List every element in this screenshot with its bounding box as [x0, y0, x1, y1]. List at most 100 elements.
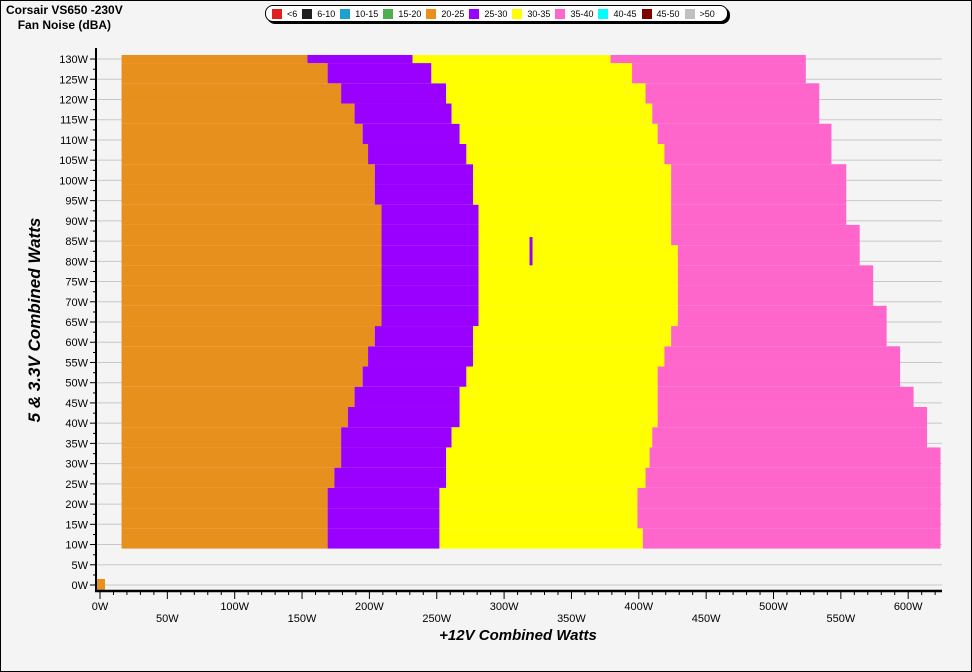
legend-swatch [426, 8, 437, 19]
y-tick-label: 45W [65, 398, 88, 410]
legend: <6 6-10 10-15 15-20 20-25 25-30 30-35 35-40 40-4… [265, 5, 728, 22]
heatmap-cell [381, 245, 479, 266]
heatmap-cell [657, 123, 832, 144]
heatmap-cell [362, 123, 460, 144]
heatmap-cell [649, 447, 941, 468]
title-line1: Corsair VS650 -230V [6, 3, 123, 17]
legend-item: 30-35 [512, 8, 551, 19]
heatmap-cell [657, 366, 901, 387]
legend-label: 10-15 [355, 8, 379, 19]
heatmap-cell [677, 265, 874, 286]
heatmap-cell [451, 427, 653, 448]
heatmap-cell [451, 103, 653, 124]
x-tick-label: 100W [220, 601, 249, 613]
heatmap-cell [664, 143, 832, 165]
heatmap-cell [121, 487, 328, 509]
heatmap-cell [478, 224, 672, 246]
heatmap-cell [439, 528, 643, 549]
heatmap-cell [439, 508, 638, 529]
heatmap-cell [642, 528, 941, 549]
heatmap-cell [478, 245, 678, 266]
legend-label: 45-50 [656, 8, 680, 19]
heatmap-cell [473, 326, 672, 347]
heatmap-cell [466, 366, 658, 387]
heatmap-cell [459, 406, 658, 428]
legend-swatch [684, 8, 695, 19]
y-tick-label: 120W [59, 94, 88, 106]
y-tick-label: 70W [65, 297, 88, 309]
y-tick-label: 95W [65, 196, 88, 208]
heatmap-cell [121, 406, 348, 428]
heatmap-cell [121, 224, 382, 246]
heatmap-cell [95, 579, 105, 591]
heatmap-cell [121, 83, 342, 104]
legend-swatch [383, 8, 394, 19]
heatmap-cell [334, 467, 447, 488]
heatmap-cell [677, 305, 887, 327]
x-tick-label: 350W [557, 613, 586, 625]
legend-item: <6 [272, 8, 297, 19]
y-tick-label: 15W [65, 519, 88, 531]
legend-label: 20-25 [441, 8, 465, 19]
heatmap-cell [671, 164, 847, 185]
legend-label: 15-20 [398, 8, 422, 19]
heatmap-cell [121, 447, 342, 468]
heatmap-cell [671, 204, 847, 225]
legend-item: 10-15 [340, 8, 379, 19]
legend-item: 6-10 [302, 8, 335, 19]
y-tick-label: 75W [65, 277, 88, 289]
heatmap-cell [381, 285, 479, 306]
x-tick-label: 300W [490, 601, 519, 613]
heatmap-cell [446, 447, 650, 468]
heatmap-cell [121, 164, 375, 185]
chart-title: Corsair VS650 -230V Fan Noise (dBA) [6, 3, 123, 33]
heatmap-cell [121, 326, 375, 347]
legend-item: 40-45 [598, 8, 637, 19]
heatmap-cell [368, 143, 467, 165]
heatmap-cell [645, 83, 820, 104]
y-tick-label: 5W [72, 560, 89, 572]
y-tick-label: 110W [60, 135, 89, 147]
heatmap-cell [657, 406, 928, 428]
heatmap-cell [121, 467, 335, 488]
heatmap-cell [645, 467, 941, 488]
heatmap-cell [121, 427, 342, 448]
heatmap-cell [121, 143, 369, 165]
legend-label: 25-30 [484, 8, 508, 19]
heatmap-cell [671, 184, 847, 205]
heatmap-cell [121, 184, 375, 205]
x-tick-label: 0W [92, 601, 109, 613]
heatmap-cell [374, 184, 474, 205]
heatmap-cell [327, 528, 440, 549]
heatmap-cell [381, 265, 479, 286]
y-tick-label: 80W [65, 256, 88, 268]
heatmap-cell [121, 508, 328, 529]
heatmap-cell [657, 386, 914, 407]
legend-item: 35-40 [555, 8, 593, 19]
heatmap-cell [121, 265, 382, 286]
heatmap-cell [327, 63, 432, 84]
y-tick-label: 55W [65, 357, 88, 369]
legend-swatch [512, 8, 523, 19]
legend-swatch [340, 8, 351, 19]
heatmap-cell [121, 103, 355, 124]
heatmap-cell [381, 204, 479, 225]
x-tick-label: 400W [624, 601, 653, 613]
legend-swatch [469, 8, 480, 19]
heatmap-cell [121, 528, 328, 549]
heatmap-cell [677, 245, 860, 266]
heatmap-cell [341, 427, 452, 448]
legend-swatch [598, 8, 609, 19]
heatmap-cell [121, 204, 382, 225]
heatmap-cell [381, 305, 479, 327]
y-tick-label: 130W [59, 54, 88, 66]
heatmap-cell [362, 366, 467, 387]
x-axis-label: +12V Combined Watts [439, 627, 597, 644]
legend-label: 30-35 [527, 8, 551, 19]
heatmap-cell [671, 326, 887, 347]
y-tick-label: 10W [65, 540, 88, 552]
heatmap-cell [664, 346, 901, 367]
y-tick-label: 50W [65, 378, 88, 390]
heatmap-cell [478, 265, 678, 286]
x-tick-label: 250W [422, 613, 451, 625]
